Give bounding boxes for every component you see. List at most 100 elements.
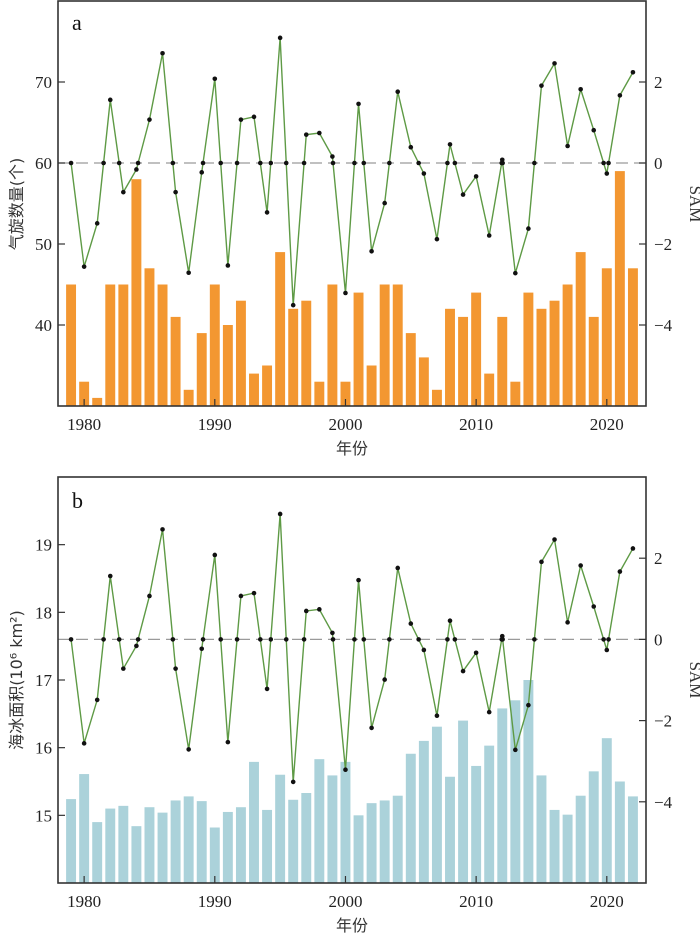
panel-b-x-tick-label: 1980 bbox=[67, 892, 101, 911]
panel-b-sam-point-1986 bbox=[160, 527, 165, 532]
panel-a-sam-point-2009 bbox=[460, 192, 466, 197]
panel-b-bar-2006 bbox=[418, 740, 429, 883]
panel-a-sam-point-1993 bbox=[251, 114, 257, 120]
panel-a-sam-point-1996 bbox=[290, 302, 296, 308]
panel-b-sam-point-1985 bbox=[147, 593, 152, 599]
panel-a-bar-1986 bbox=[157, 284, 168, 406]
panel-a-sam-points bbox=[68, 35, 636, 308]
panel-a-bar-1989 bbox=[196, 333, 207, 406]
panel-b-sam-zero-crossing-point bbox=[170, 637, 176, 642]
panel-b-y-tick-label: 18 bbox=[35, 603, 52, 622]
panel-a-sam-point-2019 bbox=[591, 127, 597, 133]
panel-b-bar-2009 bbox=[458, 720, 469, 883]
panel-a-bar-1993 bbox=[249, 373, 259, 406]
panel-b-sam-zero-crossing-point bbox=[532, 637, 537, 642]
panel-b-x-tick-label: 1990 bbox=[198, 892, 232, 911]
panel-a-sam-zero-crossing-point bbox=[234, 160, 240, 166]
panel-b-sam-point-1990 bbox=[212, 552, 218, 558]
panel-b-y2-axis-title: SAM bbox=[686, 662, 700, 699]
panel-a-sam-point-2005 bbox=[408, 144, 414, 150]
panel-b-letter: b bbox=[72, 488, 83, 513]
panel-a-x-tick-label: 2010 bbox=[459, 415, 493, 434]
panel-b-sam-zero-crossing-point bbox=[234, 637, 240, 642]
panel-a-sam-zero-crossing-point bbox=[330, 160, 336, 166]
panel-a-y-tick-label: 60 bbox=[35, 154, 52, 173]
panel-b-bar-1986 bbox=[157, 812, 168, 883]
panel-a-sam-point-2013 bbox=[513, 270, 518, 276]
panel-b-x-tick-label: 2000 bbox=[328, 892, 362, 911]
panel-b-y-tick-label: 19 bbox=[35, 536, 52, 555]
panel-b-bar-1996 bbox=[288, 799, 299, 883]
panel-a-sam-point-2014 bbox=[526, 226, 531, 231]
panel-b-sam-zero-crossing-point bbox=[361, 637, 367, 642]
panel-b-bar-2000 bbox=[340, 761, 351, 883]
panel-b-sam-point-1984 bbox=[134, 643, 139, 649]
panel-b-bar-1995 bbox=[275, 774, 286, 883]
panel-b-y-tick-label: 15 bbox=[35, 806, 52, 825]
panel-a-bar-2013 bbox=[510, 381, 521, 406]
panel-a-sam-zero-crossing-point bbox=[445, 160, 450, 166]
panel-b-sam-point-1998 bbox=[317, 607, 322, 612]
panel-b-sam-zero-crossing-point bbox=[330, 637, 336, 642]
panel-b-bar-1985 bbox=[144, 807, 155, 883]
panel-b-sam-zero-crossing-point bbox=[416, 637, 421, 642]
panel-b-bar-1989 bbox=[196, 801, 207, 883]
panel-a-sam-zero-crossing-point bbox=[135, 160, 141, 166]
panel-b-sam-point-2016 bbox=[552, 537, 557, 542]
panel-b-bar-1984 bbox=[131, 826, 142, 883]
panel-a-sam-point-1991 bbox=[225, 263, 231, 268]
panel-a-bar-2022 bbox=[627, 268, 638, 406]
panel-a-y2-tick-label: 0 bbox=[654, 154, 663, 173]
panel-b-bar-2015 bbox=[536, 775, 547, 883]
panel-b-sam-zero-crossing-point bbox=[452, 637, 458, 642]
panel-a-sam-zero-crossing-point bbox=[500, 160, 505, 166]
panel-a-sam-zero-crossing-point bbox=[116, 160, 122, 166]
panel-a-sam-point-1980 bbox=[81, 264, 87, 269]
panel-a-bar-1981 bbox=[92, 397, 103, 406]
panel-b-y2-tick-label: 2 bbox=[654, 549, 663, 568]
panel-a-bar-2010 bbox=[471, 292, 482, 406]
panel-b-sam-point-1999 bbox=[330, 630, 335, 636]
panel-a-bar-1990 bbox=[209, 284, 220, 406]
panel-b-bar-2012 bbox=[497, 708, 508, 883]
panel-b-sam-zero-crossing-point bbox=[283, 637, 289, 642]
panel-a-sam-zero-crossing-point bbox=[387, 160, 392, 166]
panel-b-sam-point-2019 bbox=[591, 604, 597, 609]
panel-a-bar-1988 bbox=[183, 389, 194, 406]
panel-b-bar-2021 bbox=[614, 781, 625, 883]
panel-a-y2-tick-label: −4 bbox=[654, 316, 673, 335]
panel-b-bar-1997 bbox=[301, 793, 312, 883]
panel-a-sam-point-1992 bbox=[238, 117, 244, 122]
panel-a-bar-2001 bbox=[353, 292, 364, 406]
panel-a-sam-point-2002 bbox=[369, 248, 374, 254]
panel-a-bar-1999 bbox=[327, 284, 338, 406]
panel-a-sam-point-2010 bbox=[473, 174, 479, 179]
panel-a-bar-2004 bbox=[392, 284, 403, 406]
panel-a-sam-zero-crossing-point bbox=[352, 160, 357, 166]
panel-b-bar-1981 bbox=[92, 822, 103, 883]
panel-b-sam-point-1987 bbox=[173, 666, 178, 671]
panel-b-sam-point-2011 bbox=[486, 709, 492, 715]
panel-a-bar-1995 bbox=[275, 252, 286, 406]
panel-a-sam-point-2011 bbox=[486, 233, 492, 238]
panel-a-sam-point-2022 bbox=[630, 69, 636, 75]
panel-a-bar-2014 bbox=[523, 292, 534, 406]
panel-b-sam-point-1983 bbox=[121, 666, 126, 671]
panel-a-sam-point-2000 bbox=[343, 290, 348, 296]
panel-a-sam-zero-crossing-point bbox=[283, 160, 289, 166]
panel-b-bar-2007 bbox=[431, 726, 442, 883]
panel-a-letter: a bbox=[72, 10, 82, 35]
panel-a-sam-point-1999 bbox=[330, 154, 335, 159]
panel-b-sam-zero-crossing-point bbox=[116, 637, 122, 642]
panel-a-bars bbox=[66, 171, 638, 406]
panel-b-x-tick-label: 2010 bbox=[459, 892, 493, 911]
panel-a-bar-1979 bbox=[66, 284, 77, 406]
panel-b-sam-point-2007 bbox=[434, 713, 440, 719]
panel-a-sam-point-1983 bbox=[121, 189, 126, 195]
panel-a: a 气旋数量(个) SAM 年份 40 50 60 70 −4 −2 0 2 1980 1990 2… bbox=[7, 0, 700, 458]
panel-b-sam-point-1993 bbox=[251, 590, 257, 596]
panel-a-bar-2003 bbox=[379, 284, 390, 406]
panel-b-sam-zero-crossing-point bbox=[500, 637, 505, 642]
panel-a-sam-zero-crossing-point bbox=[258, 160, 263, 166]
panel-b-sam-zero-crossing-point bbox=[258, 637, 263, 642]
